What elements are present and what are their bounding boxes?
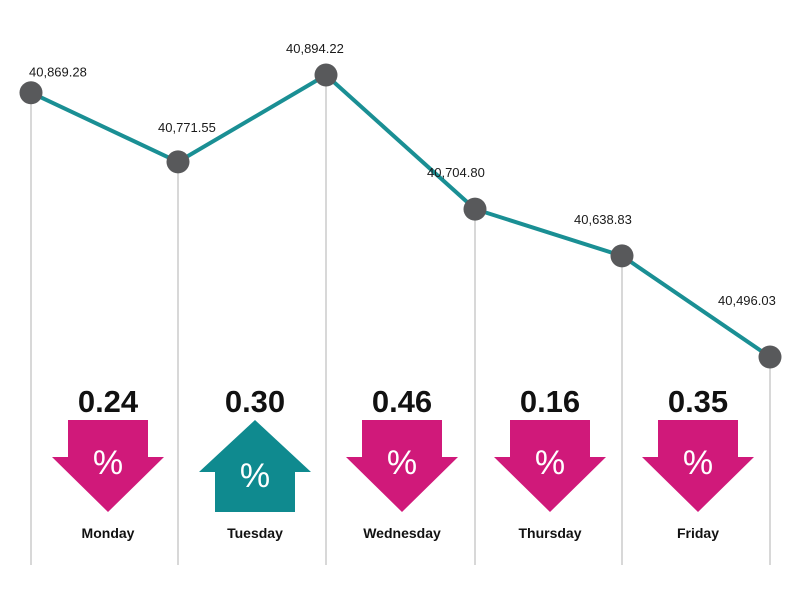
guide-lines xyxy=(30,75,771,565)
change-value: 0.24 xyxy=(78,384,139,419)
data-label-1: 40,869.28 xyxy=(29,65,87,80)
data-point-2 xyxy=(166,150,190,174)
data-points xyxy=(19,63,782,369)
series-polyline xyxy=(29,73,772,359)
data-label-2: 40,771.55 xyxy=(158,120,216,135)
change-friday: 0.35% Friday xyxy=(642,384,754,541)
data-label-5: 40,638.83 xyxy=(574,212,632,227)
day-label: Friday xyxy=(677,525,719,541)
change-tuesday: 0.30% Tuesday xyxy=(199,384,311,541)
day-label: Wednesday xyxy=(363,525,441,541)
data-point-6 xyxy=(758,345,782,369)
data-point-1 xyxy=(19,81,43,105)
down-arrow-icon xyxy=(494,420,606,512)
data-label-3: 40,894.22 xyxy=(286,41,344,56)
change-value: 0.30 xyxy=(225,384,285,419)
data-point-3 xyxy=(314,63,338,87)
up-arrow-icon xyxy=(199,420,311,512)
change-wednesday: 0.46% Wednesday xyxy=(346,384,458,541)
data-labels: 40,869.28 40,771.55 40,894.22 40,704.80 40,6… xyxy=(29,41,776,308)
data-label-4: 40,704.80 xyxy=(427,165,485,180)
down-arrow-icon xyxy=(52,420,164,512)
percent-sign: % xyxy=(535,444,565,482)
percent-sign: % xyxy=(387,444,417,482)
change-monday: 0.24% Monday xyxy=(52,384,164,541)
change-value: 0.35 xyxy=(668,384,728,419)
data-label-6: 40,496.03 xyxy=(718,293,776,308)
day-label: Tuesday xyxy=(227,525,283,541)
data-point-5 xyxy=(610,244,634,268)
percent-sign: % xyxy=(683,444,713,482)
change-value: 0.46 xyxy=(372,384,432,419)
data-point-4 xyxy=(463,197,487,221)
day-label: Monday xyxy=(82,525,135,541)
down-arrow-icon xyxy=(642,420,754,512)
down-arrow-icon xyxy=(346,420,458,512)
day-label: Thursday xyxy=(518,525,581,541)
change-value: 0.16 xyxy=(520,384,580,419)
percent-sign: % xyxy=(93,444,123,482)
change-thursday: 0.16% Thursday xyxy=(494,384,606,541)
series-line xyxy=(29,73,772,359)
percent-sign: % xyxy=(240,457,270,495)
daily-changes: 0.24% Monday 0.30% Tuesday 0.46% Wednesday 0.1… xyxy=(52,384,754,541)
